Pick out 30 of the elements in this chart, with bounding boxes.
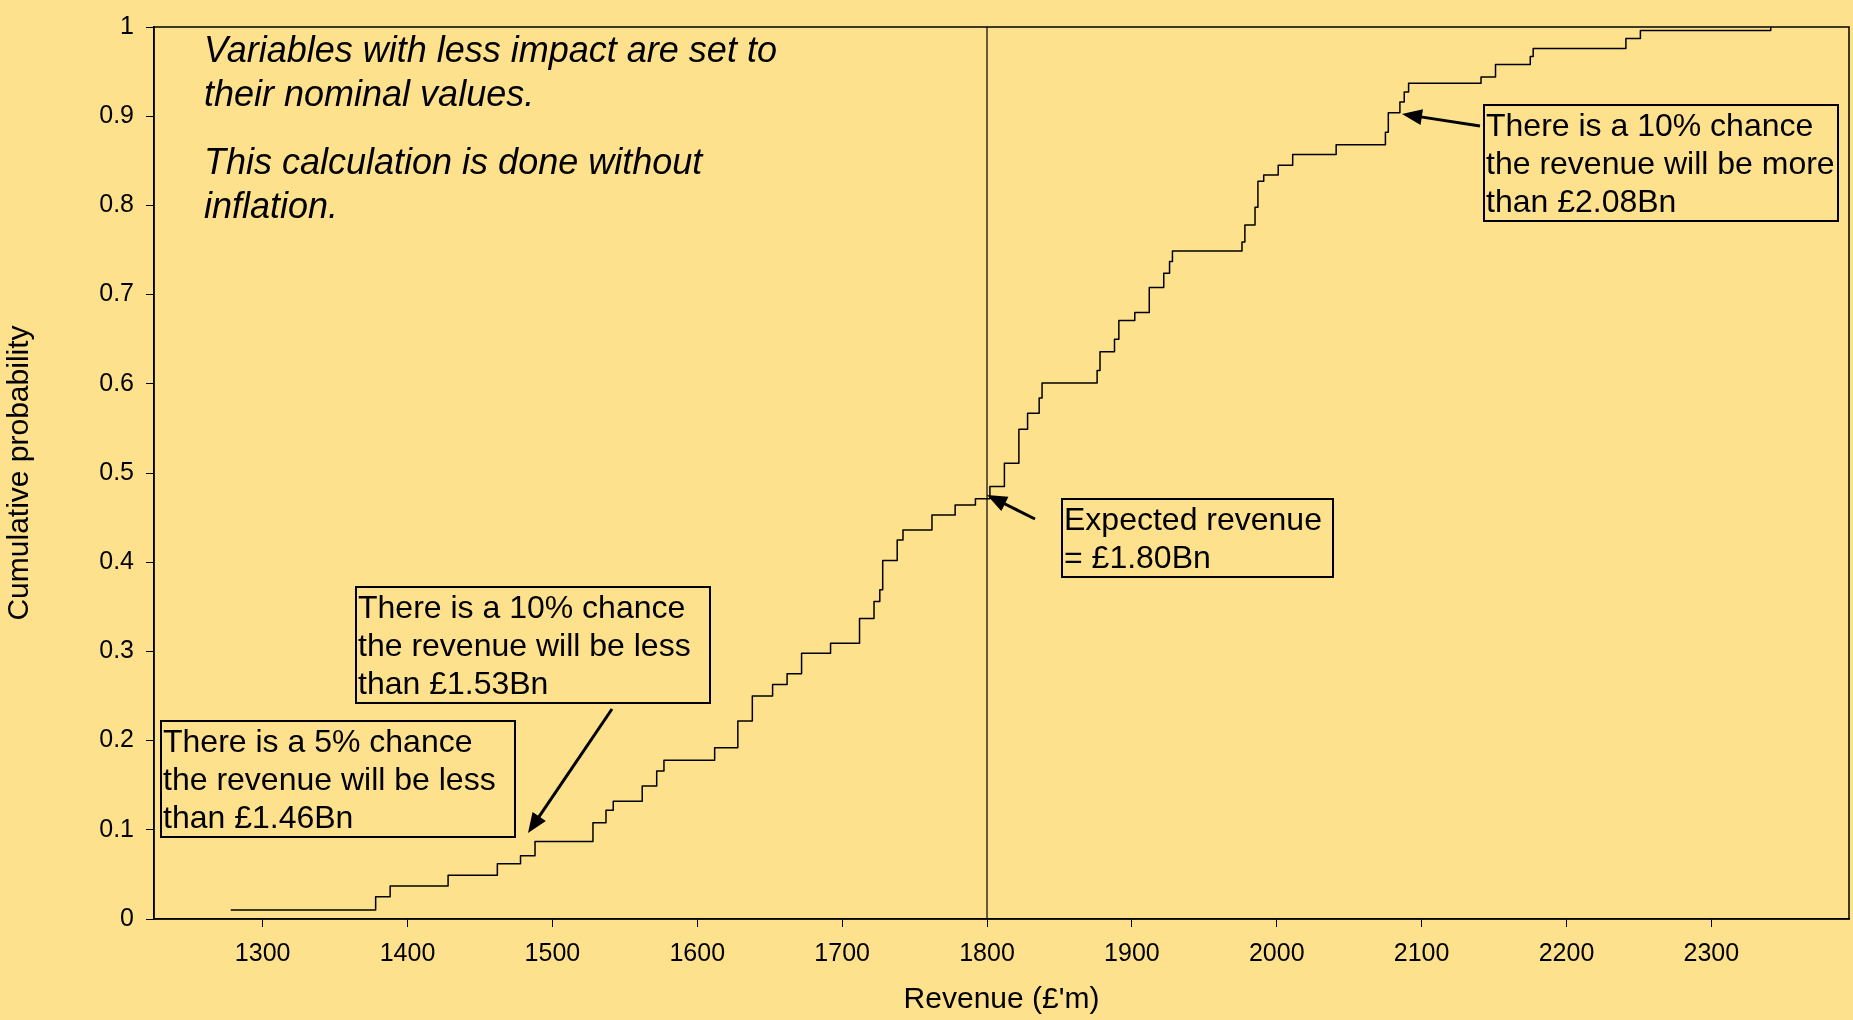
annotation: There is a 5% chance the revenue will be less than £1.46Bn — [160, 720, 516, 838]
y-tick-label: 0.9 — [99, 100, 134, 129]
x-tick-label: 1300 — [234, 937, 291, 966]
annotation: This calculation is done without inflation. — [204, 140, 705, 228]
y-tick-label: 0.8 — [99, 189, 134, 218]
x-tick-label: 1600 — [669, 937, 726, 966]
annotation: There is a 10% chance the revenue will be more than £2.08Bn — [1483, 104, 1839, 222]
x-tick-label: 1700 — [814, 937, 870, 966]
y-tick-label: 0.4 — [99, 546, 135, 575]
y-tick-label: 0.2 — [99, 724, 134, 753]
x-tick-label: 2100 — [1393, 937, 1450, 966]
x-tick-label: 1400 — [379, 937, 436, 966]
x-tick-label: 1800 — [959, 937, 1015, 966]
x-tick-label: 2000 — [1248, 937, 1305, 966]
y-tick-label: 1 — [120, 10, 134, 39]
y-tick-label: 0.7 — [99, 278, 134, 307]
x-tick-label: 1500 — [524, 937, 581, 966]
x-axis-title: Revenue (£'m) — [903, 981, 1100, 1015]
y-tick-label: 0.5 — [99, 456, 134, 485]
y-tick-label: 0.1 — [99, 813, 134, 842]
x-tick-label: 1900 — [1104, 937, 1160, 966]
y-axis-title: Cumulative probability — [1, 325, 35, 621]
annotation: Variables with less impact are set to their nominal values. — [204, 28, 778, 116]
x-tick-label: 2200 — [1538, 937, 1595, 966]
annotation: Expected revenue = £1.80Bn — [1061, 498, 1334, 578]
x-tick-label: 2300 — [1683, 937, 1740, 966]
annotation: There is a 10% chance the revenue will be less than £1.53Bn — [355, 586, 711, 704]
y-tick-label: 0 — [120, 902, 134, 931]
y-tick-label: 0.3 — [99, 635, 134, 664]
y-tick-label: 0.6 — [99, 367, 134, 396]
